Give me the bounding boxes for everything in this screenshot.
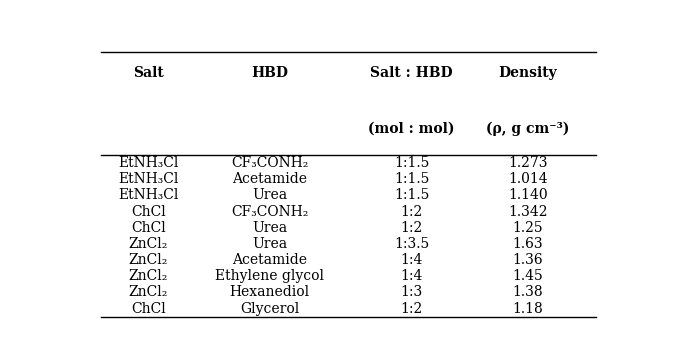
Text: Hexanediol: Hexanediol	[229, 285, 309, 299]
Text: CF₃CONH₂: CF₃CONH₂	[231, 156, 308, 170]
Text: 1.36: 1.36	[512, 253, 543, 267]
Text: 1:2: 1:2	[401, 302, 423, 316]
Text: 1.18: 1.18	[512, 302, 543, 316]
Text: 1:2: 1:2	[401, 221, 423, 235]
Text: Glycerol: Glycerol	[240, 302, 299, 316]
Text: ZnCl₂: ZnCl₂	[129, 237, 168, 251]
Text: Salt: Salt	[133, 66, 164, 80]
Text: CF₃CONH₂: CF₃CONH₂	[231, 205, 308, 219]
Text: EtNH₃Cl: EtNH₃Cl	[118, 156, 178, 170]
Text: ZnCl₂: ZnCl₂	[129, 253, 168, 267]
Text: ChCl: ChCl	[131, 302, 166, 316]
Text: 1:3.5: 1:3.5	[394, 237, 429, 251]
Text: 1:1.5: 1:1.5	[394, 188, 430, 202]
Text: 1.63: 1.63	[512, 237, 543, 251]
Text: Urea: Urea	[252, 221, 287, 235]
Text: Salt : HBD: Salt : HBD	[371, 66, 453, 80]
Text: 1:3: 1:3	[401, 285, 423, 299]
Text: ChCl: ChCl	[131, 221, 166, 235]
Text: 1.38: 1.38	[512, 285, 543, 299]
Text: Urea: Urea	[252, 237, 287, 251]
Text: 1:4: 1:4	[401, 253, 423, 267]
Text: ChCl: ChCl	[131, 205, 166, 219]
Text: 1.273: 1.273	[508, 156, 547, 170]
Text: HBD: HBD	[251, 66, 288, 80]
Text: 1.342: 1.342	[508, 205, 547, 219]
Text: Density: Density	[498, 66, 557, 80]
Text: EtNH₃Cl: EtNH₃Cl	[118, 188, 178, 202]
Text: 1.45: 1.45	[512, 269, 543, 283]
Text: 1.140: 1.140	[508, 188, 547, 202]
Text: (ρ, g cm⁻³): (ρ, g cm⁻³)	[486, 121, 569, 136]
Text: (mol : mol): (mol : mol)	[369, 122, 455, 135]
Text: Urea: Urea	[252, 188, 287, 202]
Text: Acetamide: Acetamide	[232, 253, 307, 267]
Text: 1.25: 1.25	[512, 221, 543, 235]
Text: 1:1.5: 1:1.5	[394, 156, 430, 170]
Text: ZnCl₂: ZnCl₂	[129, 269, 168, 283]
Text: EtNH₃Cl: EtNH₃Cl	[118, 172, 178, 186]
Text: 1:2: 1:2	[401, 205, 423, 219]
Text: ZnCl₂: ZnCl₂	[129, 285, 168, 299]
Text: 1:4: 1:4	[401, 269, 423, 283]
Text: Acetamide: Acetamide	[232, 172, 307, 186]
Text: Ethylene glycol: Ethylene glycol	[215, 269, 324, 283]
Text: 1:1.5: 1:1.5	[394, 172, 430, 186]
Text: 1.014: 1.014	[508, 172, 547, 186]
